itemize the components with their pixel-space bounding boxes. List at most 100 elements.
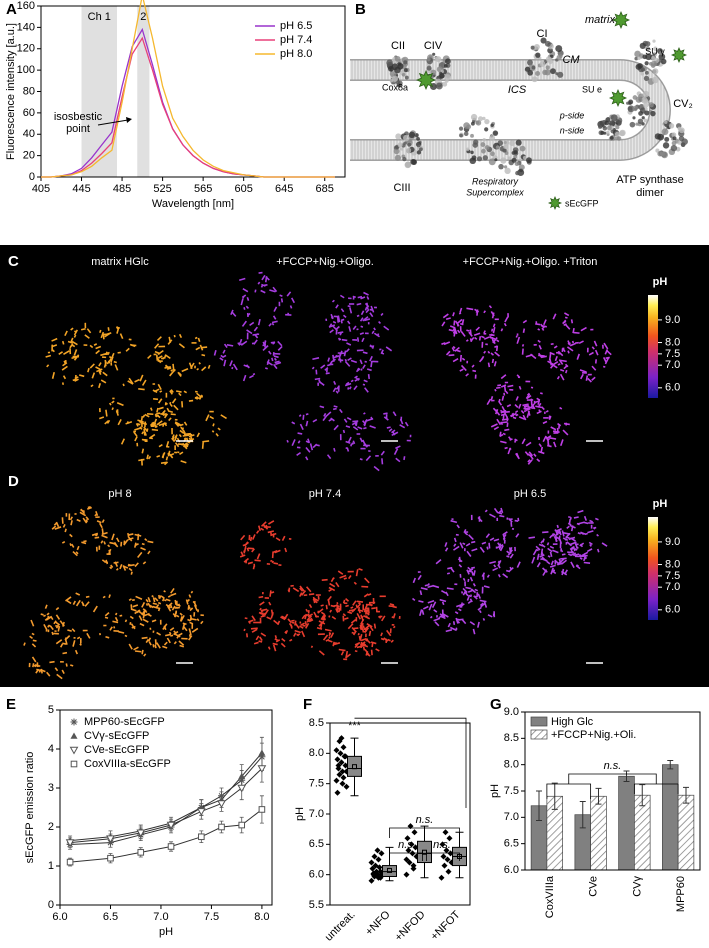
- mitochondria: [65, 513, 68, 517]
- protein-texture: [531, 76, 538, 83]
- mitochondria: [156, 631, 162, 636]
- gfp-star: [671, 47, 687, 63]
- y-tick-label: 4: [48, 743, 54, 755]
- mitochondria: [365, 652, 371, 657]
- mitochondria: [451, 347, 455, 352]
- protein-complex: [597, 114, 626, 141]
- protein-texture: [628, 99, 634, 105]
- mitochondria: [31, 632, 35, 636]
- mitochondria: [160, 461, 168, 464]
- mitochondria: [188, 362, 193, 370]
- mitochondria: [460, 364, 467, 372]
- y-tick-label: 0: [29, 171, 35, 183]
- mitochondria: [505, 569, 511, 573]
- mitochondria: [567, 522, 572, 526]
- protein-texture: [435, 56, 442, 63]
- mitochondria: [504, 316, 509, 323]
- protein-texture: [401, 68, 405, 73]
- mitochondria: [151, 428, 159, 432]
- mitochondria: [165, 392, 168, 398]
- mitochondria: [392, 625, 396, 629]
- mitochondria: [596, 533, 599, 537]
- mitochondria: [106, 553, 111, 555]
- mitochondria: [380, 637, 385, 641]
- mitochondria: [151, 595, 154, 598]
- mitochondria: [500, 374, 507, 380]
- mitochondria: [322, 634, 329, 641]
- mitochondria: [428, 603, 433, 611]
- mitochondria: [255, 530, 260, 534]
- mitochondria: [594, 359, 597, 364]
- mitochondria: [500, 421, 508, 424]
- mitochondria: [336, 610, 340, 613]
- mitochondria: [515, 335, 518, 338]
- mitochondria: [326, 411, 332, 417]
- mitochondria: [243, 550, 246, 554]
- mitochondria: [325, 638, 330, 642]
- mitochondria: [163, 413, 169, 419]
- mitochondria: [81, 601, 85, 607]
- significance: n.s.: [604, 760, 622, 772]
- marker: [257, 765, 267, 774]
- mitochondria: [188, 594, 192, 598]
- mitochondria: [172, 363, 175, 371]
- mitochondria: [116, 327, 120, 334]
- mitochondria: [337, 315, 341, 323]
- mitochondria: [527, 459, 531, 463]
- mitochondria: [177, 603, 181, 607]
- mitochondria: [272, 286, 278, 293]
- protein-texture: [416, 136, 420, 141]
- mitochondria: [132, 604, 139, 608]
- mitochondria: [538, 437, 540, 440]
- mitochondria: [360, 615, 364, 618]
- mitochondria: [156, 407, 159, 413]
- mitochondria: [200, 346, 208, 349]
- protein-texture: [504, 167, 511, 175]
- mitochondria: [504, 381, 509, 384]
- mitochondria: [165, 598, 171, 602]
- mitochondria: [575, 564, 581, 570]
- mitochondria: [142, 561, 147, 565]
- colorbar-tick-label: 6.0: [665, 382, 680, 394]
- annotation-arrow: [97, 119, 129, 126]
- x-axis-label: pH: [159, 926, 173, 938]
- mitochondria: [141, 448, 145, 454]
- protein-texture: [411, 159, 418, 165]
- mitochondria: [563, 569, 568, 575]
- mitochondria: [491, 358, 495, 364]
- mitochondria: [64, 528, 67, 533]
- mitochondria: [569, 342, 576, 347]
- mitochondria: [74, 649, 79, 655]
- protein-texture: [471, 155, 477, 161]
- mitochondria: [328, 615, 331, 618]
- mitochondria: [61, 669, 65, 674]
- mitochondria: [150, 425, 155, 427]
- mitochondria: [141, 431, 145, 435]
- x-tick-label: 525: [153, 183, 171, 195]
- mitochondria: [523, 410, 527, 412]
- mitochondria: [291, 621, 295, 624]
- protein-texture: [555, 72, 559, 76]
- mitochondria: [126, 421, 129, 424]
- mitochondria: [580, 326, 587, 332]
- mitochondria: [357, 606, 361, 612]
- mitochondria: [356, 600, 364, 603]
- mitochondria: [526, 392, 530, 396]
- mitochondria: [109, 566, 113, 570]
- mitochondria: [362, 316, 369, 322]
- mitochondria: [364, 577, 370, 584]
- mitochondria: [62, 362, 68, 367]
- x-tick-label: 605: [234, 183, 252, 195]
- mitochondria: [605, 356, 610, 359]
- mitochondria: [154, 413, 161, 419]
- mitochondria: [178, 640, 185, 646]
- mitochondria: [267, 530, 274, 534]
- data-point: [438, 874, 445, 881]
- mitochondria: [503, 385, 507, 392]
- protein-texture: [511, 157, 517, 163]
- mitochondria: [373, 465, 380, 472]
- mitochondria: [179, 644, 185, 648]
- data-point: [333, 777, 340, 784]
- mitochondria: [579, 542, 585, 547]
- mitochondria: [182, 434, 190, 437]
